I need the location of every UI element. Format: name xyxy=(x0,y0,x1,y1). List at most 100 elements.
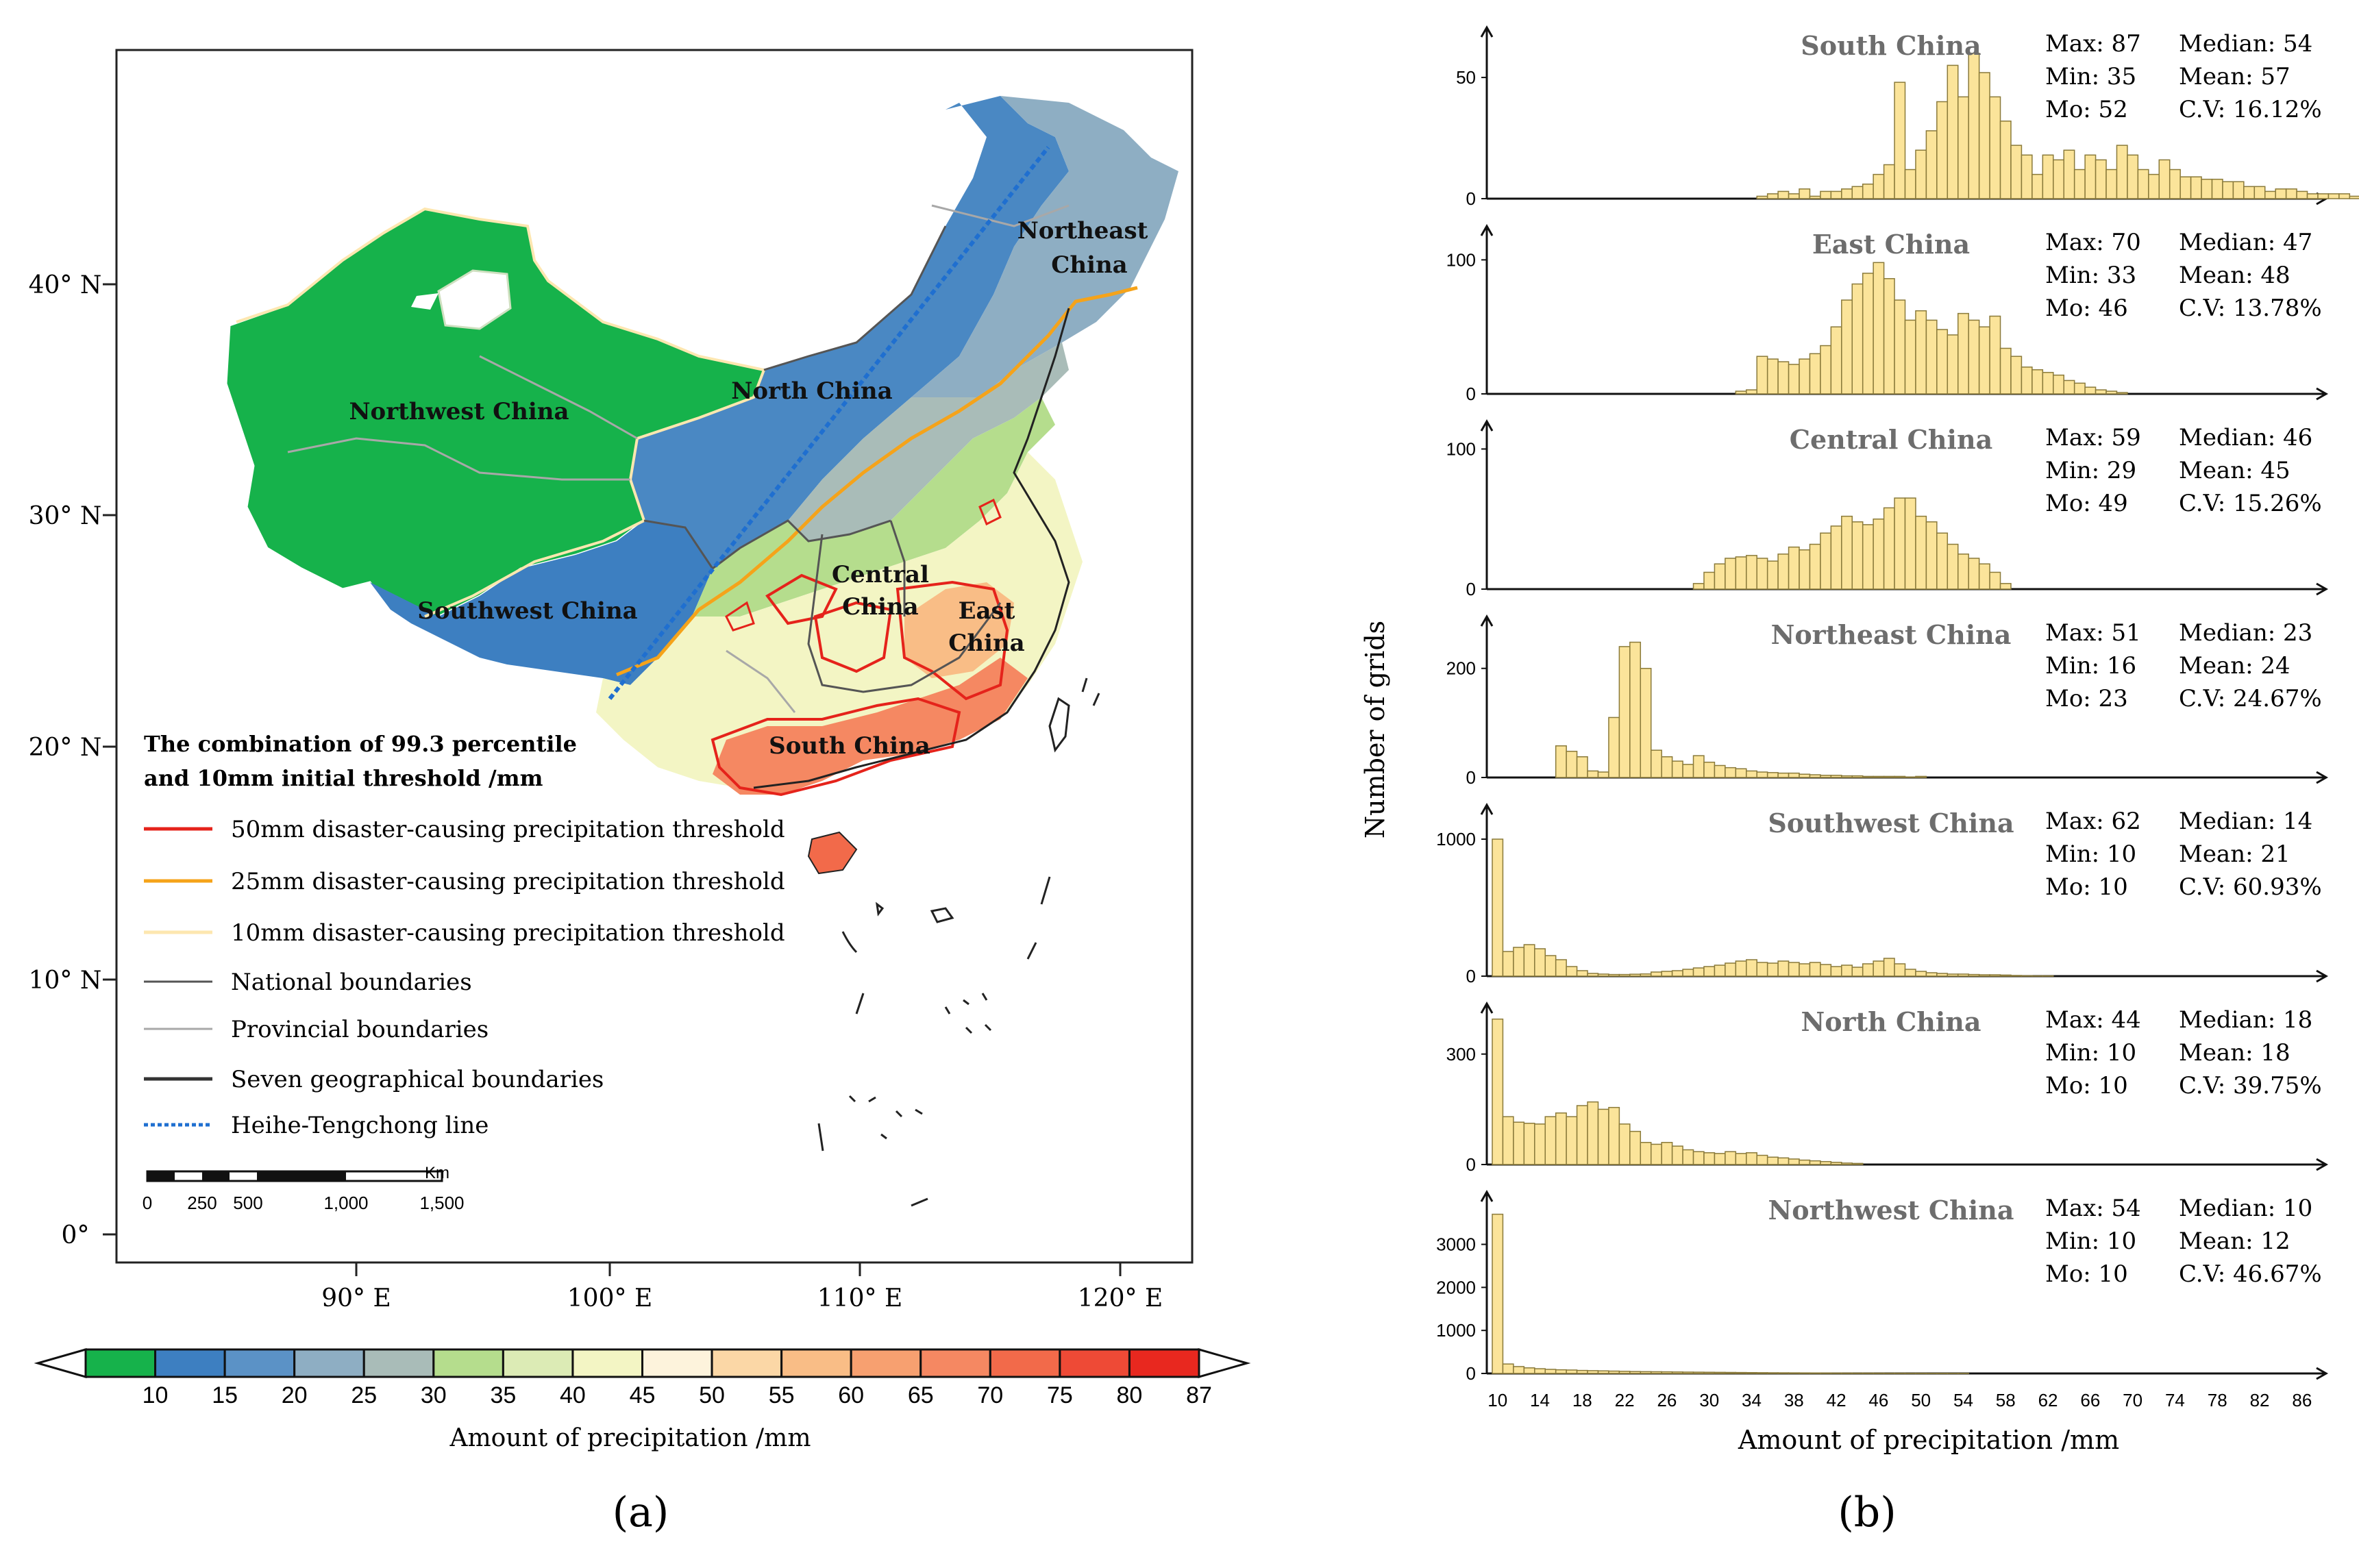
panel-title: Central China xyxy=(1790,424,1992,455)
panel-title: Northwest China xyxy=(1768,1195,2014,1225)
colorbar-swatch xyxy=(571,1348,643,1378)
y-tick-label: 0 xyxy=(1466,579,1476,599)
histogram-bar xyxy=(1820,775,1832,778)
histogram-bar xyxy=(2105,169,2118,199)
histogram-bar xyxy=(1618,1123,1631,1165)
histogram-bar xyxy=(1608,973,1620,977)
histogram-bar xyxy=(1957,973,1969,977)
stat-text: Median: 10 xyxy=(2179,1195,2312,1222)
histogram-bar xyxy=(1841,775,1853,778)
histogram-bar xyxy=(1936,329,1949,395)
histogram-bar xyxy=(1555,1112,1567,1165)
histogram-bar xyxy=(1883,164,1895,199)
colorbar-label: 40 xyxy=(560,1382,586,1408)
stat-text: Max: 87 xyxy=(2045,30,2141,58)
colorbar-swatch xyxy=(989,1348,1061,1378)
histogram-bar xyxy=(1725,1371,1737,1374)
contour-50mm xyxy=(978,498,1002,526)
histogram-bar xyxy=(1915,149,1927,199)
contour-50mm xyxy=(813,601,893,673)
histogram-bar xyxy=(1862,273,1874,395)
stat-text: C.V: 24.67% xyxy=(2179,685,2322,712)
x-axis-arrow xyxy=(2316,1367,2329,1380)
histogram-bar xyxy=(1925,972,1938,977)
legend-label-50mm: 50mm disaster-causing precipitation thre… xyxy=(231,816,785,843)
histogram-panel: 0 100 Central China Max: 59 Median: 46 Min: 2… xyxy=(1446,419,2329,599)
histogram-bar xyxy=(1544,1116,1557,1165)
histogram-bar xyxy=(1566,1116,1578,1165)
geo-boundary xyxy=(889,520,906,617)
panel-b-label: (b) xyxy=(1838,1489,1896,1536)
stat-text: Mean: 24 xyxy=(2179,652,2290,680)
histogram-bar xyxy=(2201,178,2213,199)
stat-text: Min: 10 xyxy=(2045,1228,2136,1255)
histogram-bar xyxy=(2095,389,2107,395)
panel-title: South China xyxy=(1801,30,1981,61)
histogram-panel: 0 100 East China Max: 70 Median: 47 Min: 33 Me… xyxy=(1446,223,2329,404)
histogram-bar xyxy=(1746,770,1757,778)
histogram-bar xyxy=(2327,193,2340,199)
histogram-bar xyxy=(2148,173,2160,199)
heihe-tengchong-line xyxy=(608,146,1050,700)
x-axis-title: Amount of precipitation /mm xyxy=(1738,1425,2119,1455)
histogram-bar xyxy=(2063,379,2075,395)
label-northeast-1: Northeast xyxy=(1017,217,1148,245)
colorbar-label: 80 xyxy=(1117,1382,1143,1408)
histogram-bar xyxy=(1851,775,1864,778)
histogram-bar xyxy=(1809,1160,1821,1165)
stat-text: C.V: 46.67% xyxy=(2179,1260,2322,1288)
histogram-panel: 0 50 South China Max: 87 Median: 54 Min: 35 Me… xyxy=(1456,25,2359,209)
island xyxy=(817,1123,824,1152)
histogram-bar xyxy=(1640,1371,1652,1374)
stat-text: Min: 33 xyxy=(2045,262,2136,289)
x-axis-arrow xyxy=(2316,387,2329,401)
colorbar-swatch xyxy=(432,1348,504,1378)
histogram-bar xyxy=(1883,775,1895,778)
histogram-bar xyxy=(1725,1151,1737,1165)
latitude-axis: 40° N 30° N 20° N 10° N 0° xyxy=(29,271,116,1249)
colorbar-label: 55 xyxy=(769,1382,795,1408)
histogram-bar xyxy=(2296,190,2308,199)
histogram-bar xyxy=(1777,772,1790,778)
y-axis-arrow xyxy=(1480,419,1494,432)
histogram-bar xyxy=(2275,188,2287,199)
histogram-bar xyxy=(2179,176,2192,199)
map-legend: The combination of 99.3 percentile and 1… xyxy=(144,731,785,1139)
histogram-bar xyxy=(1894,497,1906,590)
y-tick-label: 100 xyxy=(1446,438,1476,459)
histogram-bar xyxy=(1587,770,1599,778)
label-east-1: East xyxy=(959,597,1015,625)
histogram-bar xyxy=(1661,1371,1673,1374)
y-tick-label: 3000 xyxy=(1436,1234,1476,1255)
histogram-bar xyxy=(1597,1370,1609,1374)
colorbar-arrow-left xyxy=(34,1348,87,1378)
lat-label-20: 20° N xyxy=(29,734,102,762)
histogram-bar xyxy=(2285,188,2297,199)
histogram-bar xyxy=(1925,130,1938,199)
histogram-bar xyxy=(1746,1152,1757,1165)
x-tick-label: 86 xyxy=(2292,1390,2312,1410)
colorbar-label: 45 xyxy=(630,1382,656,1408)
histogram-bar xyxy=(1915,971,1927,977)
histogram-bar xyxy=(2338,193,2351,199)
stat-text: Median: 18 xyxy=(2179,1006,2312,1034)
histogram-bar xyxy=(1682,1371,1694,1374)
stat-text: Mo: 52 xyxy=(2045,96,2128,123)
histogram-bar xyxy=(1799,188,1811,199)
histogram-bar xyxy=(1703,761,1716,778)
geo-boundary xyxy=(807,534,1002,693)
geo-boundary xyxy=(763,225,947,371)
stat-text: C.V: 15.26% xyxy=(2179,490,2322,517)
stat-text: Max: 62 xyxy=(2045,808,2141,835)
histogram-bar xyxy=(1640,1142,1652,1165)
geo-boundary xyxy=(643,519,891,571)
histogram-bar xyxy=(1544,955,1557,977)
histogram-bar xyxy=(1576,756,1588,778)
stat-text: Mean: 12 xyxy=(2179,1228,2290,1255)
label-southwest: Southwest China xyxy=(417,597,637,625)
taiwan-island xyxy=(1048,697,1070,753)
island xyxy=(911,1197,928,1207)
histogram-bar xyxy=(1925,521,1938,590)
colorbar-swatch xyxy=(154,1348,226,1378)
lat-label-10: 10° N xyxy=(29,967,102,995)
